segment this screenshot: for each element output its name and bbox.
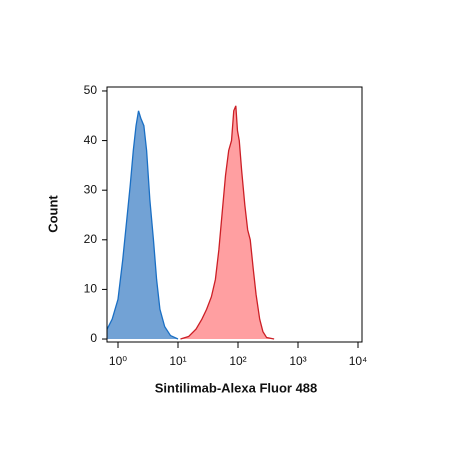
y-tick-label: 40	[84, 133, 98, 147]
area	[107, 110, 178, 340]
y-tick-label: 30	[84, 182, 98, 196]
x-tick-label: 10⁰	[109, 354, 127, 368]
y-tick-label: 50	[84, 83, 98, 97]
plot-frame	[106, 86, 363, 343]
x-axis-label: Sintilimab-Alexa Fluor 488	[155, 380, 318, 395]
x-tick-label: 10²	[229, 354, 246, 368]
line	[180, 105, 275, 340]
area	[180, 105, 275, 340]
y-tick-label: 20	[84, 232, 98, 246]
y-axis-label: Count	[45, 195, 60, 233]
y-tick-label: 0	[90, 331, 97, 345]
x-tick-label: 10¹	[169, 354, 186, 368]
x-tick-label: 10³	[289, 354, 306, 368]
y-tick-label: 10	[84, 282, 98, 296]
line	[106, 110, 179, 340]
x-tick-label: 10⁴	[349, 354, 368, 368]
